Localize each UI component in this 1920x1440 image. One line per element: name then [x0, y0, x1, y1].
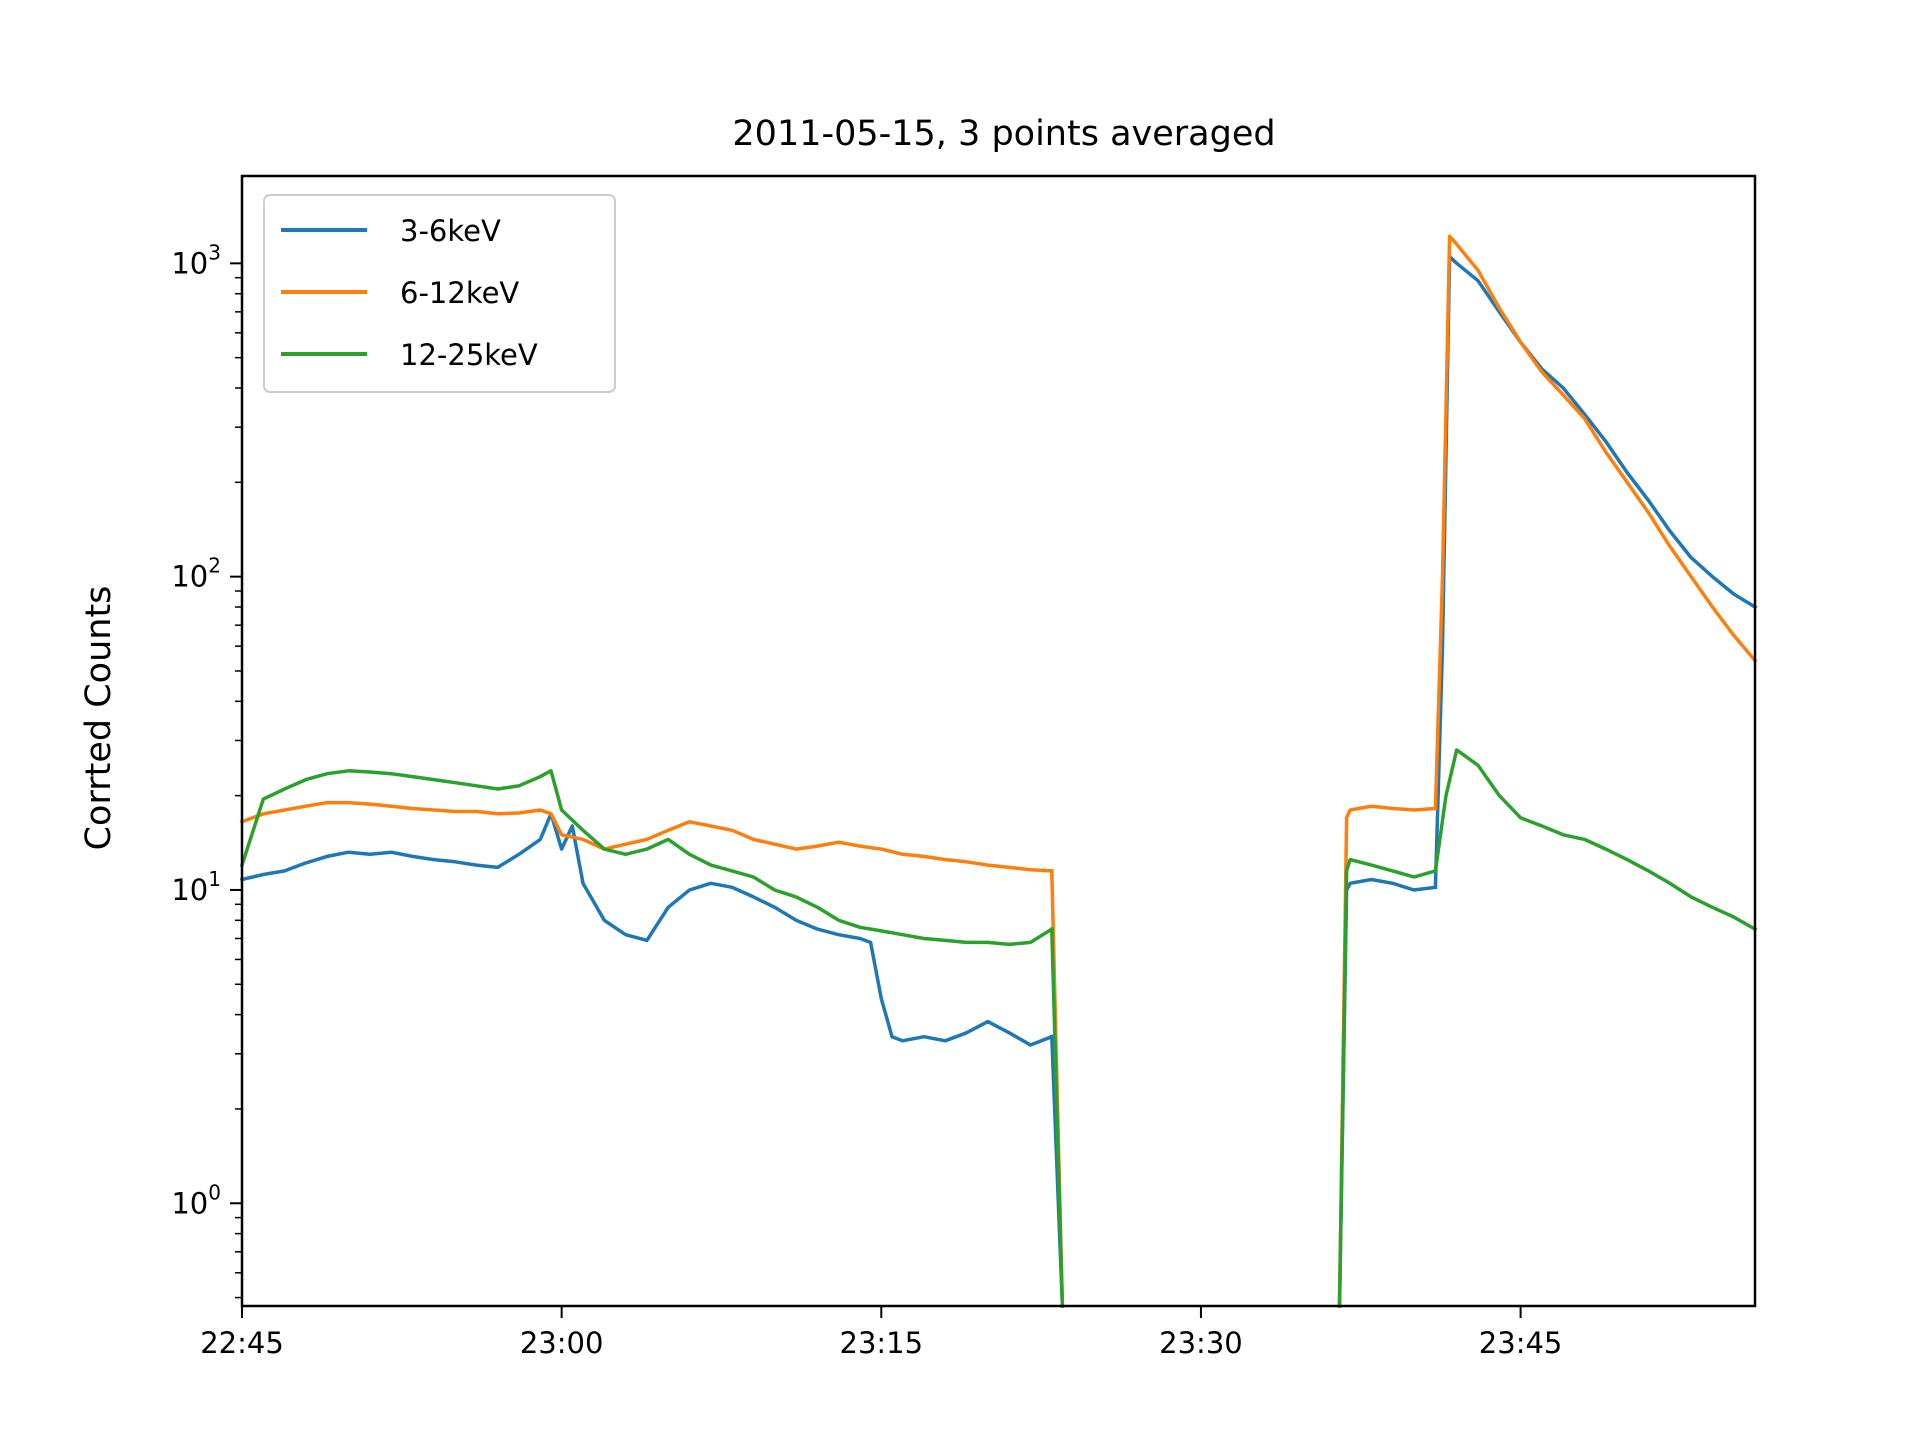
series-line-6-12keV-1-0 [239, 800, 1054, 873]
plot-lines [239, 234, 1758, 1308]
y-tick-exponent: 0 [208, 1180, 221, 1204]
legend-label: 12-25keV [400, 338, 538, 372]
y-axis-label: Corrted Counts [79, 586, 119, 851]
x-axis-ticks: 22:45 23:00 23:15 23:30 23:45 [200, 1306, 1562, 1360]
series-line-12-25keV-5-0 [1337, 857, 1438, 1308]
series-line-12-25keV-2-1 [1050, 927, 1065, 1308]
legend-label: 3-6keV [400, 214, 501, 248]
y-tick-label: 103 [171, 240, 221, 280]
x-tick-label: 23:15 [840, 1326, 924, 1360]
series-line-12-25keV-2-0 [239, 769, 1055, 947]
x-tick-label: 23:00 [520, 1326, 604, 1360]
legend-label: 6-12keV [400, 276, 519, 310]
x-tick-label: 23:45 [1479, 1326, 1563, 1360]
series-line-3-6keV-3-1 [1433, 254, 1758, 890]
series-line-3-6keV-3-0 [1337, 877, 1438, 1308]
legend-box [263, 194, 616, 393]
y-tick-label: 100 [171, 1180, 221, 1220]
series-line-12-25keV-5-1 [1433, 748, 1758, 932]
y-tick-exponent: 3 [208, 240, 221, 264]
legend: 3-6keV 6-12keV 12-25keV [263, 194, 616, 393]
series-line-3-6keV-0-0 [239, 812, 1055, 1047]
x-tick-label: 22:45 [200, 1326, 284, 1360]
chart-title: 2011-05-15, 3 points averaged [732, 114, 1275, 154]
series-line-6-12keV-4-0 [1337, 804, 1438, 1308]
y-tick-label: 101 [171, 867, 221, 907]
y-tick-exponent: 1 [208, 867, 221, 891]
series-line-6-12keV-4-1 [1433, 234, 1758, 811]
y-tick-label: 102 [171, 554, 221, 594]
y-tick-exponent: 2 [208, 554, 221, 578]
x-tick-label: 23:30 [1159, 1326, 1243, 1360]
